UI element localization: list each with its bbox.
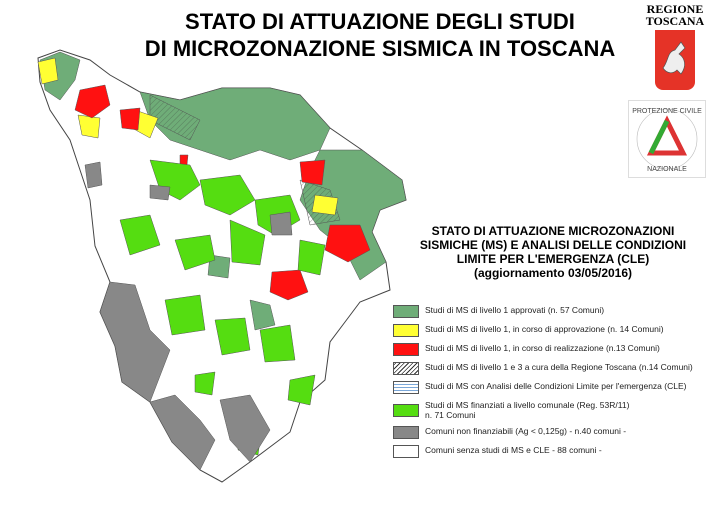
realization-in-progress-areas xyxy=(74,84,371,301)
svg-text:NAZIONALE: NAZIONALE xyxy=(647,166,687,173)
legend-swatch xyxy=(393,324,419,337)
legend-item-approved: Studi di MS di livello 1 approvati (n. 5… xyxy=(393,305,693,318)
legend-item-regione: Studi di MS di livello 1 e 3 a cura dell… xyxy=(393,362,693,375)
legend: Studi di MS di livello 1 approvati (n. 5… xyxy=(393,305,693,464)
svg-text:PROTEZIONE CIVILE: PROTEZIONE CIVILE xyxy=(632,108,702,115)
legend-label: Studi di MS con Analisi delle Condizioni… xyxy=(425,381,687,391)
logo-text: REGIONE xyxy=(646,2,704,16)
legend-swatch xyxy=(393,404,419,417)
regione-toscana-logo: REGIONE TOSCANA xyxy=(645,3,705,90)
approved-level1-areas xyxy=(39,51,407,331)
legend-label: Comuni non finanziabili (Ag < 0,125g) - … xyxy=(425,426,627,436)
logo-text: TOSCANA xyxy=(645,14,705,28)
legend-swatch xyxy=(393,343,419,356)
non-fundable-areas xyxy=(84,161,293,471)
legend-label: Studi di MS di livello 1 approvati (n. 5… xyxy=(425,305,605,315)
legend-swatch xyxy=(393,305,419,318)
legend-label: Studi di MS di livello 1, in corso di ap… xyxy=(425,324,664,334)
legend-swatch xyxy=(393,445,419,458)
legend-swatch-lines xyxy=(393,381,419,394)
legend-label-line: n. 71 Comuni xyxy=(425,410,476,420)
legend-label: Studi di MS finanziati a livello comunal… xyxy=(425,400,629,420)
legend-label: Comuni senza studi di MS e CLE - 88 comu… xyxy=(425,445,602,455)
legend-label: Studi di MS di livello 1, in corso di re… xyxy=(425,343,660,353)
subtitle-line: SISMICHE (MS) E ANALISI DELLE CONDIZIONI xyxy=(419,238,687,252)
legend-item-none: Comuni senza studi di MS e CLE - 88 comu… xyxy=(393,445,693,458)
protezione-civile-logo: PROTEZIONE CIVILE NAZIONALE xyxy=(628,100,706,178)
legend-item-realization: Studi di MS di livello 1, in corso di re… xyxy=(393,343,693,356)
pegasus-shield-icon xyxy=(655,30,695,90)
title-line-1: STATO DI ATTUAZIONE DEGLI STUDI xyxy=(185,9,575,34)
subtitle-line: LIMITE PER L'EMERGENZA (CLE) xyxy=(456,252,650,266)
approval-in-progress-areas xyxy=(37,57,339,216)
legend-label-line: Studi di MS finanziati a livello comunal… xyxy=(425,400,630,410)
legend-label: Studi di MS di livello 1 e 3 a cura dell… xyxy=(425,362,693,372)
legend-swatch-hatch xyxy=(393,362,419,375)
tuscany-map xyxy=(37,49,407,483)
legend-item-funded: Studi di MS finanziati a livello comunal… xyxy=(393,400,693,420)
municipal-funded-areas xyxy=(119,159,326,456)
subtitle-line: STATO DI ATTUAZIONE MICROZONAZIONI xyxy=(431,224,675,238)
title-line-2: DI MICROZONAZIONE SISMICA IN TOSCANA xyxy=(144,36,616,61)
map-title: STATO DI ATTUAZIONE DEGLI STUDI DI MICRO… xyxy=(100,8,660,62)
legend-item-non-fundable: Comuni non finanziabili (Ag < 0,125g) - … xyxy=(393,426,693,439)
legend-item-approval: Studi di MS di livello 1, in corso di ap… xyxy=(393,324,693,337)
subtitle-line: (aggiornamento 03/05/2016) xyxy=(473,266,633,280)
legend-swatch xyxy=(393,426,419,439)
legend-item-cle: Studi di MS con Analisi delle Condizioni… xyxy=(393,381,693,394)
legend-title: STATO DI ATTUAZIONE MICROZONAZIONI SISMI… xyxy=(405,224,701,280)
